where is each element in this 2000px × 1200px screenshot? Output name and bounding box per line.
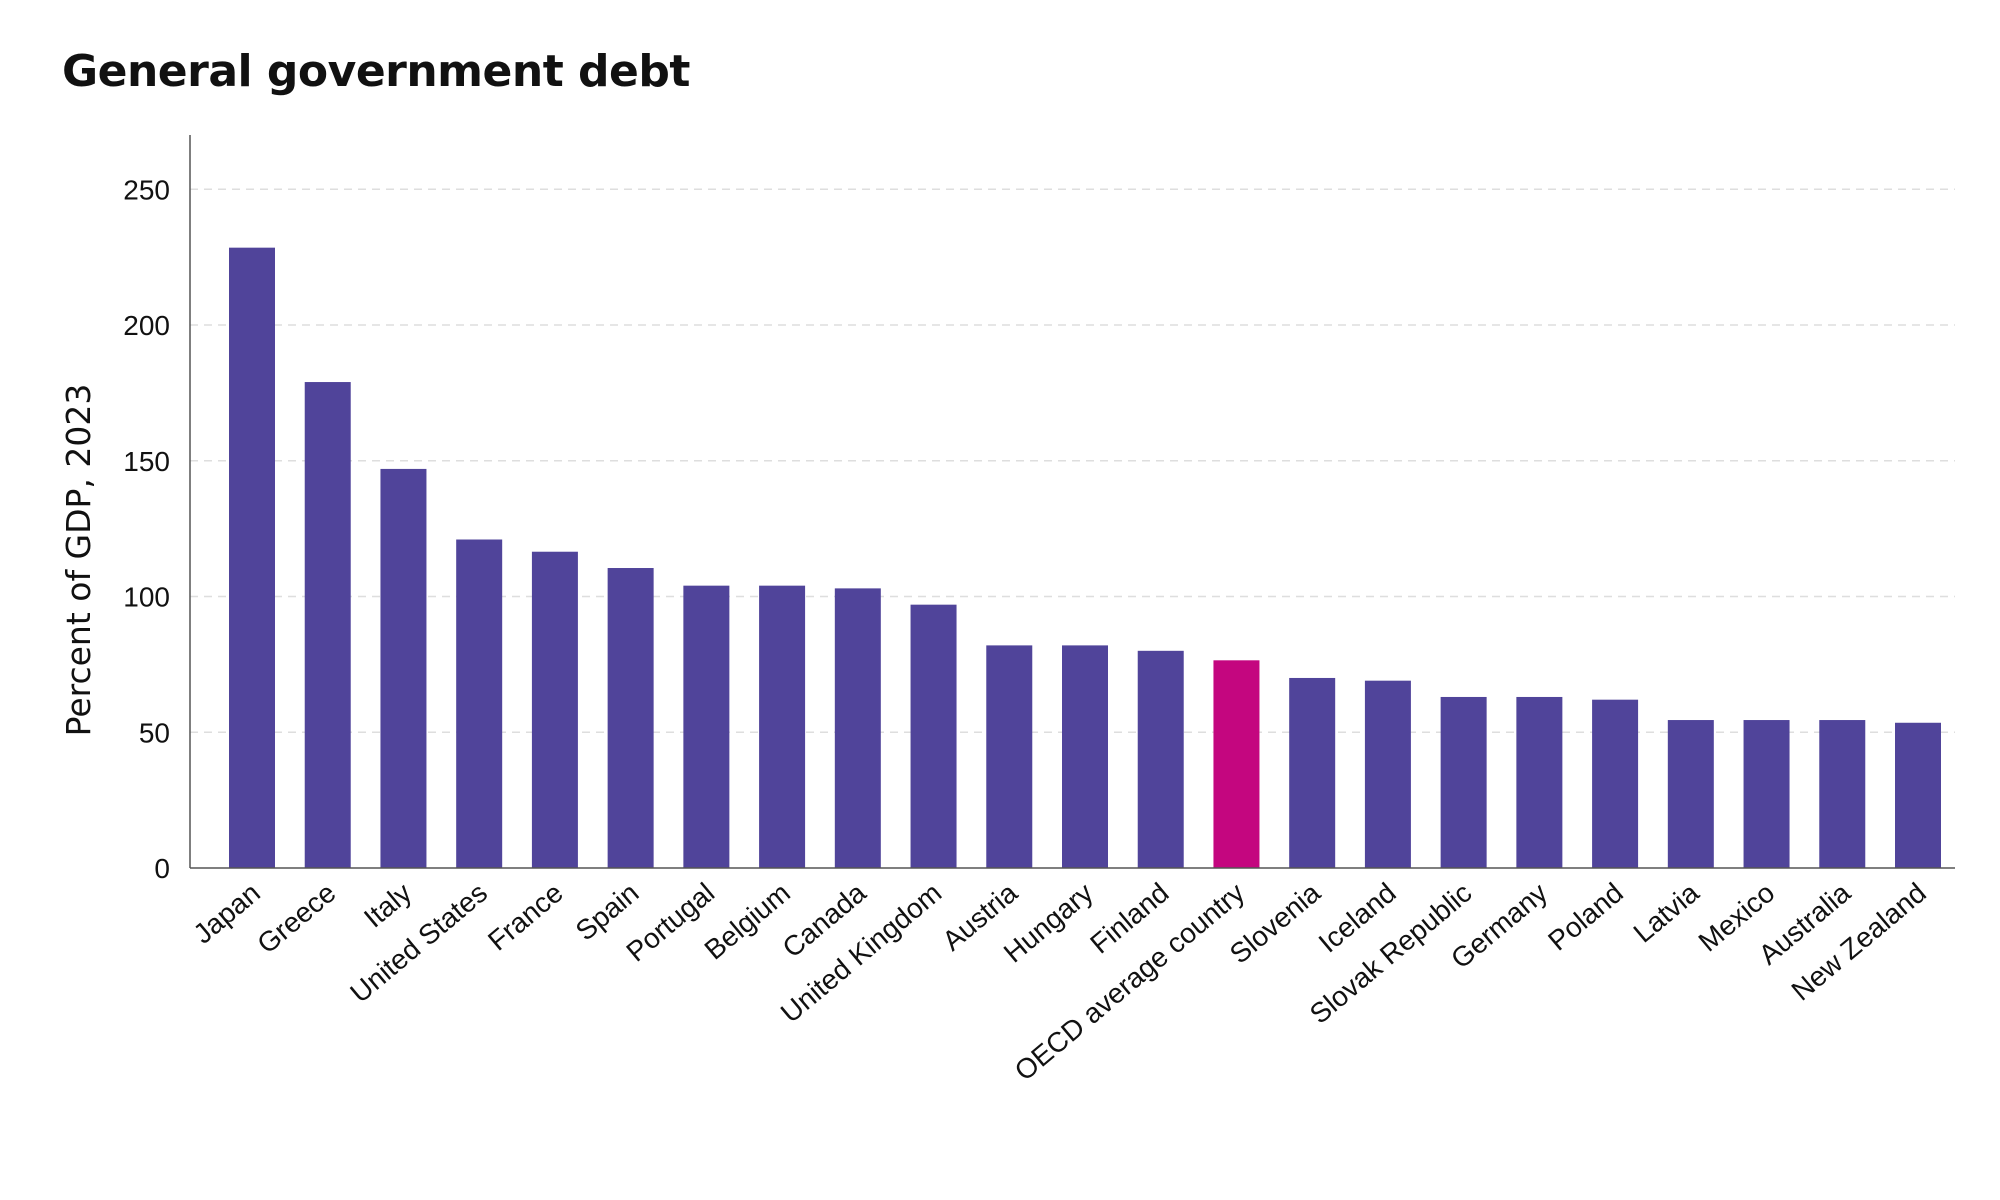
bar <box>1592 699 1639 868</box>
x-tick-label: France <box>482 877 569 957</box>
bars <box>229 247 1941 869</box>
bar <box>304 382 351 868</box>
y-tick-label: 100 <box>123 582 170 613</box>
y-tick-label: 50 <box>139 717 170 748</box>
bar <box>1364 680 1411 868</box>
bar <box>531 551 578 868</box>
bar <box>759 585 806 868</box>
bar <box>456 539 503 868</box>
y-axis-label: Percent of GDP, 2023 <box>59 384 98 737</box>
y-tick-label: 200 <box>123 310 170 341</box>
x-tick-label: United States <box>344 877 493 1009</box>
y-tick-labels: 0 50 100 150 200 250 <box>123 174 170 884</box>
axes <box>189 135 1955 869</box>
bar <box>1743 720 1790 868</box>
bar <box>380 468 427 868</box>
x-tick-label: Latvia <box>1628 877 1705 949</box>
bar <box>1516 696 1563 868</box>
x-tick-label: Poland <box>1542 877 1629 957</box>
bar <box>1667 720 1714 868</box>
bar-highlight <box>1213 660 1260 868</box>
bar <box>1819 720 1866 868</box>
x-tick-label: Belgium <box>699 877 796 966</box>
y-tick-label: 150 <box>123 446 170 477</box>
x-tick-label: New Zealand <box>1786 877 1932 1007</box>
chart-title: General government debt <box>62 46 690 97</box>
bar <box>607 568 654 868</box>
bar <box>683 585 730 868</box>
y-tick-label: 250 <box>123 174 170 205</box>
bar <box>1895 722 1941 868</box>
bar <box>1289 677 1336 868</box>
y-tick-label: 0 <box>154 853 170 884</box>
bar <box>834 588 881 868</box>
bar <box>1062 645 1108 868</box>
x-tick-label: Greece <box>251 877 341 960</box>
bar <box>1137 650 1184 868</box>
bar <box>229 247 275 869</box>
x-tick-label: Italy <box>358 877 417 934</box>
bar <box>910 604 957 868</box>
bar <box>1440 696 1487 868</box>
bar <box>986 645 1033 868</box>
